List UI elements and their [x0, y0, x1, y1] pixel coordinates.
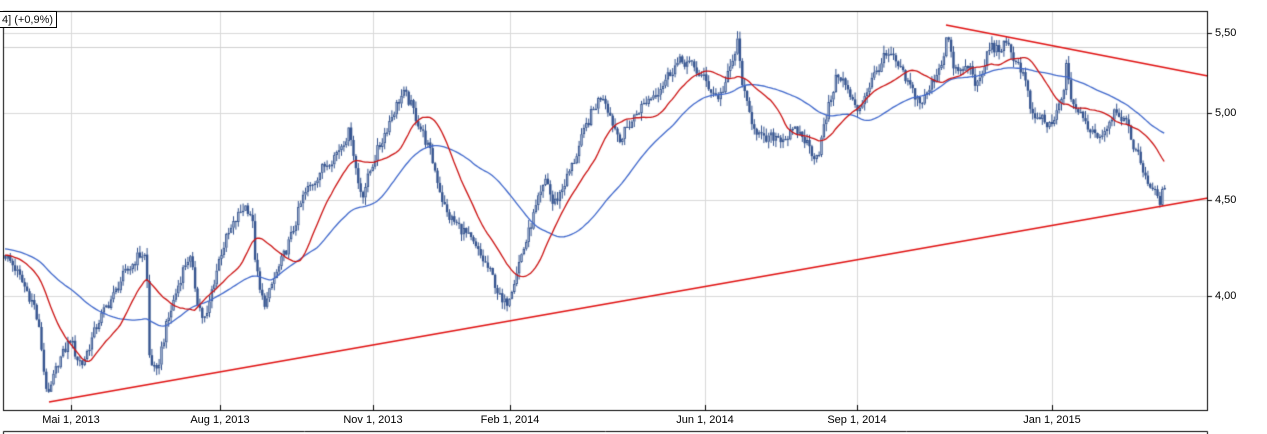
y-axis-label: 4,00 [1215, 290, 1237, 302]
y-axis-label: 5,00 [1215, 107, 1237, 119]
quote-legend: 4] (+0,9%) [0, 11, 57, 28]
x-axis-label: Sep 1, 2014 [827, 414, 887, 426]
quote-legend-text: 4] (+0,9%) [2, 14, 54, 26]
x-axis-label: Jan 1, 2015 [1023, 414, 1081, 426]
x-axis-label: Jun 1, 2014 [676, 414, 734, 426]
x-axis-label: Nov 1, 2013 [343, 414, 403, 426]
x-axis-label: Feb 1, 2014 [480, 414, 540, 426]
x-axis-label: Aug 1, 2013 [190, 414, 250, 426]
y-axis-label: 5,50 [1215, 27, 1237, 39]
x-axis-label: Mai 1, 2013 [42, 414, 100, 426]
y-axis-label: 4,50 [1215, 194, 1237, 206]
